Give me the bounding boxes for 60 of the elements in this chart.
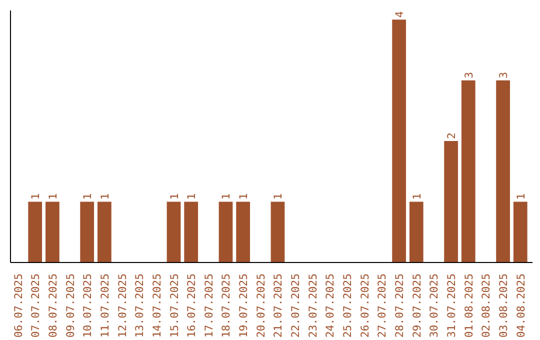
- data-label: 3: [462, 72, 476, 78]
- bar: [392, 20, 406, 262]
- data-label: 1: [46, 193, 60, 200]
- bar: [184, 202, 198, 262]
- data-label: 1: [29, 193, 42, 200]
- x-tick-label: 18.07.2025: [220, 274, 233, 338]
- bar: [513, 202, 528, 262]
- data-label: 1: [514, 193, 528, 200]
- x-tick-label: 19.07.2025: [237, 274, 250, 338]
- bar: [409, 202, 424, 262]
- data-label: 1: [185, 193, 198, 200]
- data-label: 1: [237, 193, 250, 200]
- x-tick-label: 07.07.2025: [29, 274, 42, 338]
- x-tick-label: 26.07.2025: [358, 274, 372, 338]
- x-tick-label: 21.07.2025: [272, 274, 285, 338]
- x-tick-label: 12.07.2025: [116, 274, 129, 338]
- x-tick-label: 01.08.2025: [462, 274, 476, 338]
- x-tick-label: 29.07.2025: [410, 274, 424, 338]
- x-tick-label: 24.07.2025: [324, 274, 337, 338]
- bar: [496, 80, 510, 262]
- x-tick-label: 28.07.2025: [393, 274, 406, 338]
- x-tick-label: 30.07.2025: [428, 274, 441, 338]
- data-label: 1: [98, 193, 112, 200]
- x-tick-label: 11.07.2025: [98, 274, 112, 338]
- data-label: 3: [497, 72, 510, 78]
- x-tick-label: 02.08.2025: [480, 274, 493, 338]
- bar: [28, 202, 42, 262]
- x-tick-label: 08.07.2025: [46, 274, 60, 338]
- data-label: 1: [272, 193, 285, 200]
- bar: [444, 141, 458, 262]
- bar: [218, 202, 233, 262]
- x-tick-label: 15.07.2025: [168, 274, 181, 338]
- bar: [80, 202, 94, 262]
- bar: [270, 202, 285, 262]
- x-tick-label: 14.07.2025: [150, 274, 164, 338]
- x-tick-label: 23.07.2025: [306, 274, 320, 338]
- x-tick-label: 20.07.2025: [254, 274, 268, 338]
- x-tick-label: 04.08.2025: [514, 274, 528, 338]
- x-tick-label: 22.07.2025: [289, 274, 302, 338]
- bar: [46, 202, 60, 262]
- x-tick-label: 09.07.2025: [64, 274, 77, 338]
- data-label: 4: [393, 11, 406, 18]
- x-tick-label: 16.07.2025: [185, 274, 198, 338]
- x-tick-label: 06.07.2025: [12, 274, 25, 338]
- x-tick-label: 17.07.2025: [202, 274, 216, 338]
- x-tick-label: 10.07.2025: [81, 274, 94, 338]
- data-label: 1: [168, 193, 181, 200]
- x-tick-label: 03.08.2025: [497, 274, 510, 338]
- bar: [236, 202, 250, 262]
- bar: [166, 202, 181, 262]
- x-tick-label: 27.07.2025: [376, 274, 389, 338]
- x-tick-label: 31.07.2025: [445, 274, 458, 338]
- bar: [98, 202, 112, 262]
- data-label: 1: [81, 193, 94, 200]
- x-tick-label: 25.07.2025: [341, 274, 354, 338]
- data-label: 1: [410, 193, 424, 200]
- data-label: 1: [220, 193, 233, 200]
- data-label: 2: [445, 132, 458, 140]
- x-tick-label: 13.07.2025: [133, 274, 146, 338]
- bar: [461, 80, 476, 262]
